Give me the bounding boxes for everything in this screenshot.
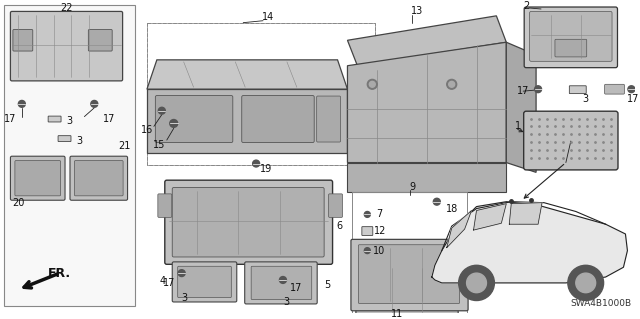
Bar xyxy=(147,23,375,165)
Text: 22: 22 xyxy=(60,3,73,13)
Text: 3: 3 xyxy=(283,298,289,308)
FancyBboxPatch shape xyxy=(362,227,372,235)
Text: 20: 20 xyxy=(12,198,24,208)
Text: 17: 17 xyxy=(290,283,302,293)
Text: 17: 17 xyxy=(517,86,529,96)
FancyBboxPatch shape xyxy=(158,194,172,217)
Text: 17: 17 xyxy=(4,114,16,123)
Polygon shape xyxy=(432,202,627,283)
FancyBboxPatch shape xyxy=(262,292,275,298)
FancyBboxPatch shape xyxy=(74,160,123,196)
Circle shape xyxy=(433,198,440,205)
Circle shape xyxy=(364,211,371,217)
Circle shape xyxy=(447,79,457,89)
FancyBboxPatch shape xyxy=(244,262,317,304)
FancyBboxPatch shape xyxy=(356,264,458,319)
Text: 3: 3 xyxy=(67,115,72,125)
Text: FR.: FR. xyxy=(47,267,71,280)
FancyBboxPatch shape xyxy=(605,84,625,94)
Polygon shape xyxy=(147,60,348,89)
Circle shape xyxy=(449,81,454,87)
Text: 19: 19 xyxy=(260,164,272,174)
FancyBboxPatch shape xyxy=(164,180,333,264)
Text: 15: 15 xyxy=(153,140,165,150)
Polygon shape xyxy=(509,203,542,224)
Polygon shape xyxy=(447,211,472,248)
Circle shape xyxy=(158,107,165,114)
FancyBboxPatch shape xyxy=(524,7,618,68)
FancyBboxPatch shape xyxy=(156,96,233,143)
Circle shape xyxy=(253,160,260,167)
Text: 17: 17 xyxy=(103,114,115,123)
Text: 4: 4 xyxy=(160,276,166,286)
Polygon shape xyxy=(348,42,506,163)
Text: 14: 14 xyxy=(262,12,274,22)
Text: 12: 12 xyxy=(374,226,387,236)
Text: 13: 13 xyxy=(411,6,423,16)
Text: 21: 21 xyxy=(118,141,131,151)
Text: 6: 6 xyxy=(337,221,342,231)
Bar xyxy=(147,23,375,165)
Text: 18: 18 xyxy=(445,204,458,213)
FancyBboxPatch shape xyxy=(58,136,71,142)
FancyBboxPatch shape xyxy=(172,262,237,302)
Text: 3: 3 xyxy=(182,293,188,303)
Text: 11: 11 xyxy=(391,309,403,319)
Circle shape xyxy=(19,100,26,107)
Text: SWA4B1000B: SWA4B1000B xyxy=(570,299,632,308)
Text: 17: 17 xyxy=(627,94,639,104)
FancyBboxPatch shape xyxy=(530,11,612,61)
FancyBboxPatch shape xyxy=(48,116,61,122)
Circle shape xyxy=(628,86,635,93)
FancyBboxPatch shape xyxy=(172,188,324,257)
Text: 3: 3 xyxy=(76,136,83,146)
Circle shape xyxy=(576,273,596,293)
FancyBboxPatch shape xyxy=(351,239,468,311)
Circle shape xyxy=(467,273,486,293)
FancyBboxPatch shape xyxy=(10,156,65,200)
Text: 5: 5 xyxy=(324,280,331,290)
Text: 10: 10 xyxy=(373,246,385,256)
Circle shape xyxy=(91,100,98,107)
Text: 17: 17 xyxy=(163,278,175,288)
Polygon shape xyxy=(506,42,536,172)
FancyBboxPatch shape xyxy=(70,156,127,200)
FancyBboxPatch shape xyxy=(178,266,231,298)
Polygon shape xyxy=(348,16,506,66)
Text: 9: 9 xyxy=(409,182,415,192)
Polygon shape xyxy=(474,204,506,230)
Circle shape xyxy=(178,270,185,277)
Polygon shape xyxy=(147,89,348,153)
Bar xyxy=(4,5,135,306)
Text: 1: 1 xyxy=(515,121,522,131)
FancyBboxPatch shape xyxy=(251,266,312,300)
FancyBboxPatch shape xyxy=(88,30,112,51)
Circle shape xyxy=(369,81,375,87)
FancyBboxPatch shape xyxy=(190,286,203,291)
FancyBboxPatch shape xyxy=(15,160,61,196)
Text: 16: 16 xyxy=(141,125,153,135)
Text: 3: 3 xyxy=(582,94,589,104)
Circle shape xyxy=(280,277,287,283)
FancyBboxPatch shape xyxy=(570,86,586,93)
Bar xyxy=(353,192,467,319)
FancyBboxPatch shape xyxy=(10,11,123,81)
FancyBboxPatch shape xyxy=(358,245,460,303)
Circle shape xyxy=(364,248,371,254)
Text: 8: 8 xyxy=(465,290,472,300)
Polygon shape xyxy=(348,163,506,192)
Circle shape xyxy=(568,265,604,300)
FancyBboxPatch shape xyxy=(317,96,340,142)
Text: 7: 7 xyxy=(376,209,382,219)
FancyBboxPatch shape xyxy=(555,39,587,57)
FancyBboxPatch shape xyxy=(242,96,314,143)
Circle shape xyxy=(170,120,178,127)
Circle shape xyxy=(534,86,541,93)
FancyBboxPatch shape xyxy=(13,30,33,51)
FancyBboxPatch shape xyxy=(328,194,342,217)
Circle shape xyxy=(367,79,377,89)
FancyBboxPatch shape xyxy=(524,111,618,170)
Circle shape xyxy=(459,265,494,300)
Text: 2: 2 xyxy=(523,1,529,11)
